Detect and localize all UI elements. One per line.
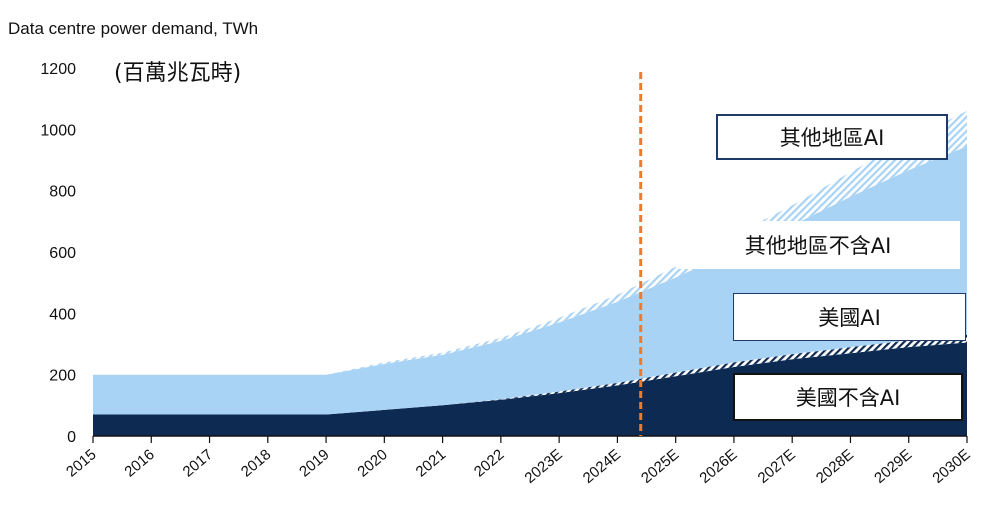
x-tick-label: 2018 bbox=[238, 446, 274, 480]
y-tick-label: 200 bbox=[49, 368, 76, 385]
x-tick-label: 2023E bbox=[522, 446, 566, 487]
y-tick-label: 400 bbox=[49, 306, 76, 323]
x-tick-label: 2025E bbox=[638, 446, 682, 487]
x-tick-label: 2020 bbox=[354, 446, 390, 480]
legend-label-us-non-ai: 美國不含AI bbox=[733, 373, 963, 421]
x-tick-label: 2026E bbox=[696, 446, 740, 487]
y-tick-label: 800 bbox=[49, 184, 76, 201]
x-tick-label: 2029E bbox=[871, 446, 915, 487]
y-tick-label: 600 bbox=[49, 245, 76, 262]
legend-label-other-ai: 其他地區AI bbox=[716, 114, 948, 160]
x-tick-label: 2021 bbox=[413, 446, 449, 480]
legend-label-other-non-ai: 其他地區不含AI bbox=[676, 221, 960, 269]
x-tick-label: 2022 bbox=[471, 446, 507, 480]
chart-title: Data centre power demand, TWh bbox=[8, 19, 258, 38]
x-tick-label: 2027E bbox=[755, 446, 799, 487]
x-tick-label: 2028E bbox=[813, 446, 857, 487]
legend-label-us-ai: 美國AI bbox=[733, 293, 966, 341]
x-tick-label: 2015 bbox=[63, 446, 99, 480]
area-series-2 bbox=[93, 146, 967, 415]
x-tick-label: 2019 bbox=[296, 446, 332, 480]
chart-subtitle: (百萬兆瓦時) bbox=[114, 61, 241, 86]
y-tick-label: 1200 bbox=[40, 61, 76, 78]
x-tick-label: 2017 bbox=[180, 446, 216, 480]
x-tick-label: 2030E bbox=[929, 446, 973, 487]
y-tick-label: 1000 bbox=[40, 122, 76, 139]
y-tick-label: 0 bbox=[67, 429, 76, 446]
x-tick-label: 2024E bbox=[580, 446, 624, 487]
x-tick-label: 2016 bbox=[121, 446, 157, 480]
